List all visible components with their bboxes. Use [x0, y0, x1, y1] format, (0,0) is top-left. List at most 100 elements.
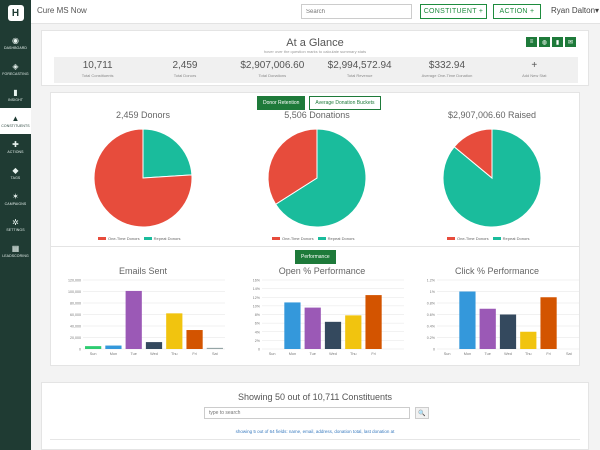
- y-tick-label: 16%: [253, 279, 261, 283]
- sidebar-item-label: Leadscoring: [2, 254, 29, 258]
- x-tick-label: Thu: [350, 352, 357, 356]
- legend-item[interactable]: Repeat Donors: [492, 236, 530, 241]
- x-tick-label: Tue: [485, 352, 491, 356]
- y-tick-label: 0.6%: [427, 313, 436, 317]
- bar-chart-icon[interactable]: ▮: [552, 37, 563, 47]
- bar-fri[interactable]: [186, 330, 203, 349]
- bar-wed[interactable]: [499, 314, 517, 350]
- stat-item: $332.94 Average One-Time Donation: [403, 57, 490, 83]
- sidebar-item-insight[interactable]: ▮ Insight: [0, 82, 31, 108]
- actions-icon: ✚: [12, 140, 19, 149]
- sidebar-item-label: Actions: [7, 150, 24, 154]
- sidebar-item-campaigns[interactable]: ✶ Campaigns: [0, 186, 31, 212]
- tab-donor-retention[interactable]: Donor Retention: [257, 96, 306, 110]
- add-constituent-button[interactable]: CONSTITUENT +: [420, 4, 487, 19]
- forecasting-icon: ◈: [12, 62, 19, 71]
- pie-slice-one-time-donors[interactable]: [93, 128, 193, 228]
- y-tick-label: 10%: [253, 304, 261, 308]
- tab-performance[interactable]: Performance: [295, 250, 336, 264]
- bar-thu[interactable]: [345, 315, 362, 349]
- bar-wed[interactable]: [324, 321, 342, 349]
- stat-label: Total Donors: [173, 73, 197, 78]
- y-tick-label: 0.4%: [427, 325, 436, 329]
- fields-hint-link[interactable]: showing 5 out of 64 fields: name, email,…: [235, 429, 395, 434]
- search-icon[interactable]: 🔍: [415, 407, 429, 419]
- glance-title: At a Glance: [286, 37, 344, 49]
- bar-wed[interactable]: [145, 342, 163, 349]
- legend-item[interactable]: One-Time Donors: [98, 236, 140, 241]
- legend-swatch: [492, 237, 501, 240]
- sidebar-item-actions[interactable]: ✚ Actions: [0, 134, 31, 160]
- bar-fri[interactable]: [540, 297, 557, 349]
- y-tick-label: 6%: [255, 322, 261, 326]
- tab-average-donation-buckets[interactable]: Average Donation Buckets: [309, 96, 381, 110]
- y-tick-label: 0.8%: [427, 302, 436, 306]
- legend-label: One-Time Donors: [108, 236, 140, 241]
- globe-icon[interactable]: ◍: [539, 37, 550, 47]
- y-tick-label: 100,000: [68, 290, 81, 294]
- legend-item[interactable]: Repeat Donors: [143, 236, 181, 241]
- bar-mon[interactable]: [284, 302, 301, 349]
- sidebar-item-label: Insight: [8, 98, 23, 102]
- pie-slice-repeat-donors[interactable]: [274, 128, 367, 228]
- user-menu[interactable]: Ryan Dalton▾: [551, 6, 599, 15]
- bar-thu[interactable]: [166, 313, 183, 349]
- add-new-stat-button[interactable]: + Add New Stat: [491, 57, 578, 83]
- search-input[interactable]: [301, 4, 412, 19]
- y-tick-label: 20,000: [70, 336, 81, 340]
- legend-swatch: [447, 237, 455, 240]
- y-tick-label: 0: [433, 348, 435, 352]
- sidebar-item-tags[interactable]: ◆ Tags: [0, 160, 31, 186]
- bar-sat[interactable]: [206, 347, 223, 349]
- bar-sun[interactable]: [85, 346, 102, 349]
- pie-legend: One-Time Donors Repeat Donors: [98, 236, 181, 241]
- stat-value: $2,907,006.60: [240, 60, 305, 71]
- legend-item[interactable]: Repeat Donors: [317, 236, 355, 241]
- y-tick-label: 80,000: [70, 302, 81, 306]
- stat-item: $2,907,006.60 Total Donations: [229, 57, 316, 83]
- y-tick-label: 120,000: [68, 279, 81, 283]
- bar-fri[interactable]: [365, 295, 382, 349]
- bar-thu[interactable]: [520, 331, 537, 349]
- mail-icon[interactable]: ✉: [565, 37, 576, 47]
- legend-label: Repeat Donors: [327, 236, 355, 241]
- sidebar-item-dashboard[interactable]: ◉ Dashboard: [0, 30, 31, 56]
- y-tick-label: 8%: [255, 313, 261, 317]
- legend-swatch: [143, 237, 152, 240]
- pie-title: 2,459 Donors: [115, 110, 171, 120]
- bar-tue[interactable]: [479, 308, 496, 349]
- x-tick-label: Mon: [464, 352, 471, 356]
- add-action-button[interactable]: ACTION +: [493, 4, 541, 19]
- pie-slice-one-time-donors[interactable]: [267, 128, 318, 205]
- pie-slice-one-time-donors[interactable]: [453, 128, 493, 180]
- legend-item[interactable]: One-Time Donors: [272, 236, 314, 241]
- y-tick-label: 1.2%: [427, 279, 436, 283]
- pie-chart: [267, 128, 367, 228]
- user-name: Ryan Dalton: [551, 6, 596, 15]
- bar-tue[interactable]: [304, 307, 321, 349]
- constituents-icon: ▲: [11, 114, 20, 123]
- bar-tue[interactable]: [125, 290, 142, 349]
- open-performance-chart: 0 2% 4% 6% 8% 10% 12% 14% 16% Sun Mon Tue Wed Thu Fri: [253, 279, 404, 356]
- bar-mon[interactable]: [105, 345, 122, 349]
- pie-slice-repeat-donors[interactable]: [142, 128, 193, 179]
- sidebar-item-leadscoring[interactable]: ▦ Leadscoring: [0, 238, 31, 264]
- sidebar-item-constituents[interactable]: ▲ Constituents: [0, 108, 31, 134]
- stat-item: $2,994,572.94 Total Revenue: [316, 57, 403, 83]
- app-title: Cure MS Now: [37, 6, 87, 15]
- list-view-icon[interactable]: ≡: [526, 37, 537, 47]
- constituent-search-input[interactable]: [204, 407, 410, 419]
- logo[interactable]: H: [0, 0, 31, 26]
- emails-sent-chart: 0 20,000 40,000 60,000 80,000 100,000 120,000 S…: [68, 279, 225, 356]
- open-performance-title: Open % Performance: [278, 266, 366, 276]
- sidebar-item-forecasting[interactable]: ◈ Forecasting: [0, 56, 31, 82]
- bar-mon[interactable]: [459, 291, 476, 350]
- sidebar-item-settings[interactable]: ✲ Settings: [0, 212, 31, 238]
- sidebar: H ◉ Dashboard ◈ Forecasting ▮ Insight ▲ Constit…: [0, 0, 31, 450]
- sidebar-item-label: Constituents: [1, 124, 30, 128]
- legend-swatch: [317, 237, 326, 240]
- legend-item[interactable]: One-Time Donors: [447, 236, 489, 241]
- x-tick-label: Fri: [371, 352, 376, 356]
- sidebar-item-label: Dashboard: [3, 46, 28, 50]
- x-tick-label: Thu: [171, 352, 178, 356]
